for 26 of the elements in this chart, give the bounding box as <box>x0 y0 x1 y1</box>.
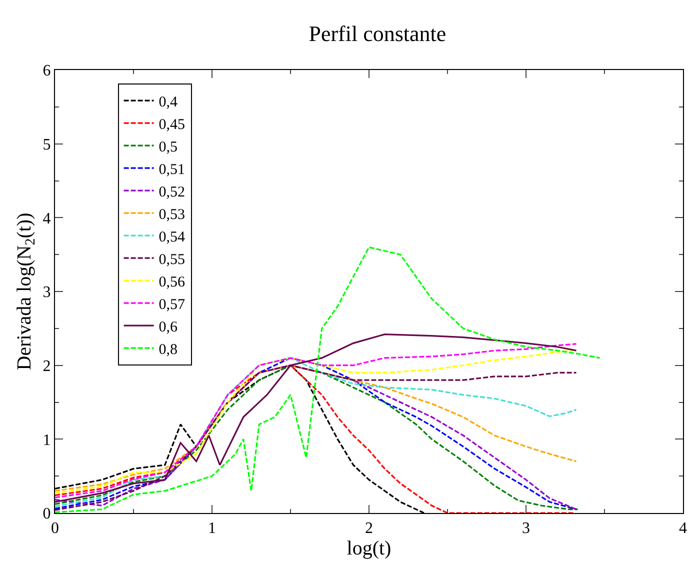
y-tick-label: 1 <box>42 432 51 449</box>
legend-label: 0,6 <box>158 319 178 336</box>
x-tick-label: 1 <box>208 520 216 538</box>
line-series <box>55 246 601 513</box>
y-tick-label: 3 <box>42 284 51 302</box>
legend-label: 0,57 <box>158 296 186 313</box>
legend-label: 0,5 <box>158 139 178 156</box>
x-tick-label: 3 <box>522 520 530 538</box>
x-tick-label: 4 <box>679 520 687 538</box>
x-tick-label: 2 <box>365 520 373 538</box>
legend-label: 0,54 <box>158 229 186 246</box>
y-tick-label: 4 <box>42 210 51 228</box>
chart-title: Perfil constante <box>308 20 446 46</box>
legend-label: 0,45 <box>158 116 186 133</box>
legend-label: 0,4 <box>158 94 178 110</box>
legend-label: 0,56 <box>158 274 186 290</box>
legend-label: 0,52 <box>158 184 186 200</box>
legend-label: 0,8 <box>158 342 178 358</box>
legend-label: 0,55 <box>158 252 186 268</box>
legend-label: 0,53 <box>158 206 186 223</box>
y-tick-label: 5 <box>42 136 51 154</box>
y-tick-label: 6 <box>42 62 51 80</box>
y-tick-label: 2 <box>42 358 51 375</box>
y-tick-label: 0 <box>42 506 51 523</box>
x-axis-title: log(t) <box>346 538 392 560</box>
legend-label: 0,51 <box>158 162 186 178</box>
